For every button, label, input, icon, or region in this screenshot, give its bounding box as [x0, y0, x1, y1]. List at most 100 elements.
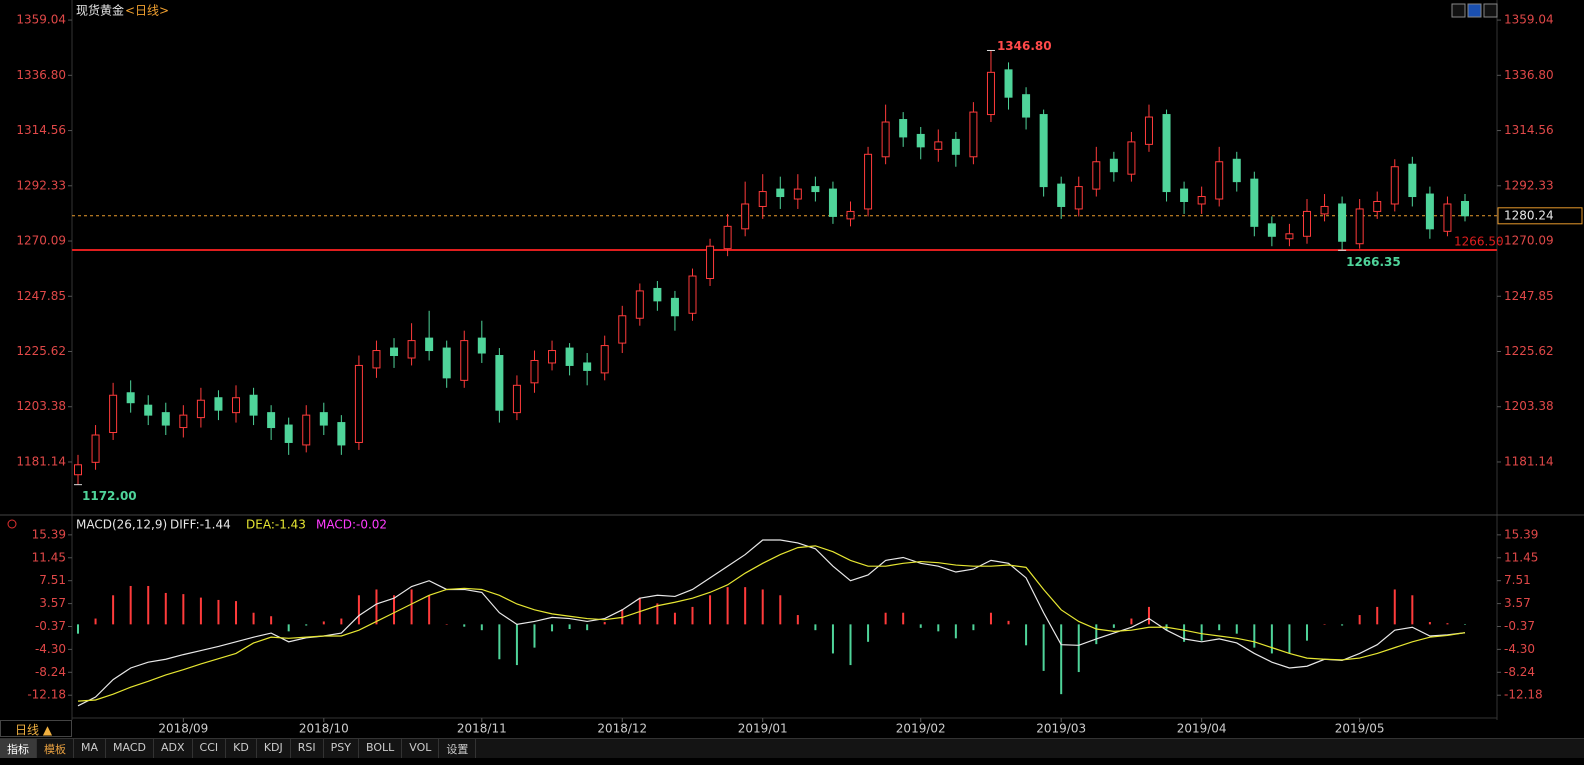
tab[interactable]: 模板 [37, 739, 74, 758]
macd-bar [1270, 624, 1273, 654]
macd-bar [515, 624, 518, 666]
x-tick-label: 2019/02 [896, 722, 946, 736]
toolbar-button[interactable] [1451, 3, 1466, 18]
x-tick-label: 2018/11 [457, 722, 507, 736]
macd-bar [1446, 623, 1449, 625]
y-tick-label: 1292.33 [1504, 178, 1554, 192]
candle-body [1443, 203, 1452, 232]
y-tick-label: -8.24 [35, 665, 66, 679]
tab[interactable]: VOL [402, 739, 440, 758]
macd-bar [849, 624, 852, 666]
candle-body [161, 412, 170, 426]
legend-entry: MACD:-0.02 [316, 518, 387, 532]
y-tick-label: 1270.09 [1504, 234, 1554, 248]
candle-body [109, 394, 118, 434]
candle-body [530, 359, 539, 384]
candle-body [91, 434, 100, 463]
tab[interactable]: KDJ [257, 739, 291, 758]
annotation: 1266.35 [1346, 255, 1401, 269]
candle-body [1039, 114, 1048, 188]
macd-bar [533, 624, 536, 648]
candle-body [1057, 183, 1066, 207]
macd-bar [656, 603, 659, 625]
candle-body [372, 350, 381, 369]
y-tick-label: 15.39 [1504, 527, 1538, 541]
macd-bar [796, 615, 799, 625]
macd-bar [305, 624, 308, 626]
tab[interactable]: ADX [154, 739, 193, 758]
candle-body [899, 119, 908, 138]
candle-body [1004, 69, 1013, 98]
macd-bar [498, 624, 501, 660]
candle-body [969, 111, 978, 158]
annotation: 1346.80 [997, 39, 1052, 53]
candle-body [1109, 158, 1118, 173]
macd-bar [410, 589, 413, 625]
tab[interactable]: BOLL [359, 739, 403, 758]
y-tick-label: -4.30 [35, 642, 66, 656]
chart-subtitle: <日线> [125, 4, 169, 18]
macd-bar [217, 599, 220, 625]
tab[interactable]: 指标 [0, 739, 37, 758]
macd-bar [709, 595, 712, 625]
macd-bar [568, 624, 571, 630]
candle-body [934, 141, 943, 150]
y-tick-label: 1225.62 [1504, 344, 1554, 358]
macd-bar [761, 589, 764, 625]
macd-bar [112, 595, 115, 625]
indicator-icon[interactable] [7, 519, 17, 529]
x-tick-label: 2019/03 [1036, 722, 1086, 736]
candle-body [1285, 233, 1294, 240]
tab[interactable]: MA [74, 739, 107, 758]
tab[interactable]: RSI [291, 739, 324, 758]
chart-title: 现货黄金 [76, 3, 124, 18]
period-selector[interactable]: 日线 ▲ [0, 720, 72, 737]
candle-body [916, 133, 925, 148]
candle-body [846, 210, 855, 220]
candle-body [1390, 166, 1399, 205]
candle-body [1197, 196, 1206, 205]
tab[interactable]: CCI [193, 739, 227, 758]
tab[interactable]: 设置 [439, 739, 477, 758]
candle-body [1144, 116, 1153, 145]
candle-body [741, 203, 750, 230]
candle-body [653, 287, 662, 302]
candle-body [951, 138, 960, 155]
macd-bar [1253, 624, 1256, 648]
candle-body [354, 364, 363, 443]
tab[interactable]: KD [226, 739, 257, 758]
tab[interactable]: MACD [106, 739, 154, 758]
macd-bar [164, 592, 167, 625]
macd-bar [691, 606, 694, 625]
candle-body [1320, 205, 1329, 215]
toolbar-button[interactable] [1483, 3, 1498, 18]
y-tick-label: 1270.09 [16, 234, 66, 248]
candle-body [1215, 161, 1224, 200]
y-tick-label: -8.24 [1504, 665, 1535, 679]
toolbar-button[interactable] [1467, 3, 1482, 18]
candle-body [723, 225, 732, 250]
y-tick-label: 7.51 [39, 573, 66, 587]
macd-bar [147, 585, 150, 625]
macd-bar [603, 622, 606, 625]
y-tick-label: 1359.04 [16, 13, 66, 27]
tab[interactable]: PSY [324, 739, 359, 758]
macd-bar [831, 624, 834, 654]
macd-bar [1183, 624, 1186, 642]
candle-body [126, 392, 135, 404]
y-tick-label: 1247.85 [1504, 289, 1554, 303]
macd-bar [586, 624, 589, 631]
candle-body [1022, 94, 1031, 118]
x-tick-label: 2018/09 [158, 722, 208, 736]
candle-body [618, 315, 627, 344]
candle-body [1461, 201, 1469, 217]
macd-bar [902, 612, 905, 625]
candle-body [811, 186, 820, 193]
macd-bar [1200, 624, 1203, 641]
macd-bar [919, 624, 922, 628]
y-tick-label: 1336.80 [16, 68, 66, 82]
candle-body [1250, 178, 1259, 227]
macd-bar [1393, 589, 1396, 625]
macd-bar [77, 624, 79, 634]
